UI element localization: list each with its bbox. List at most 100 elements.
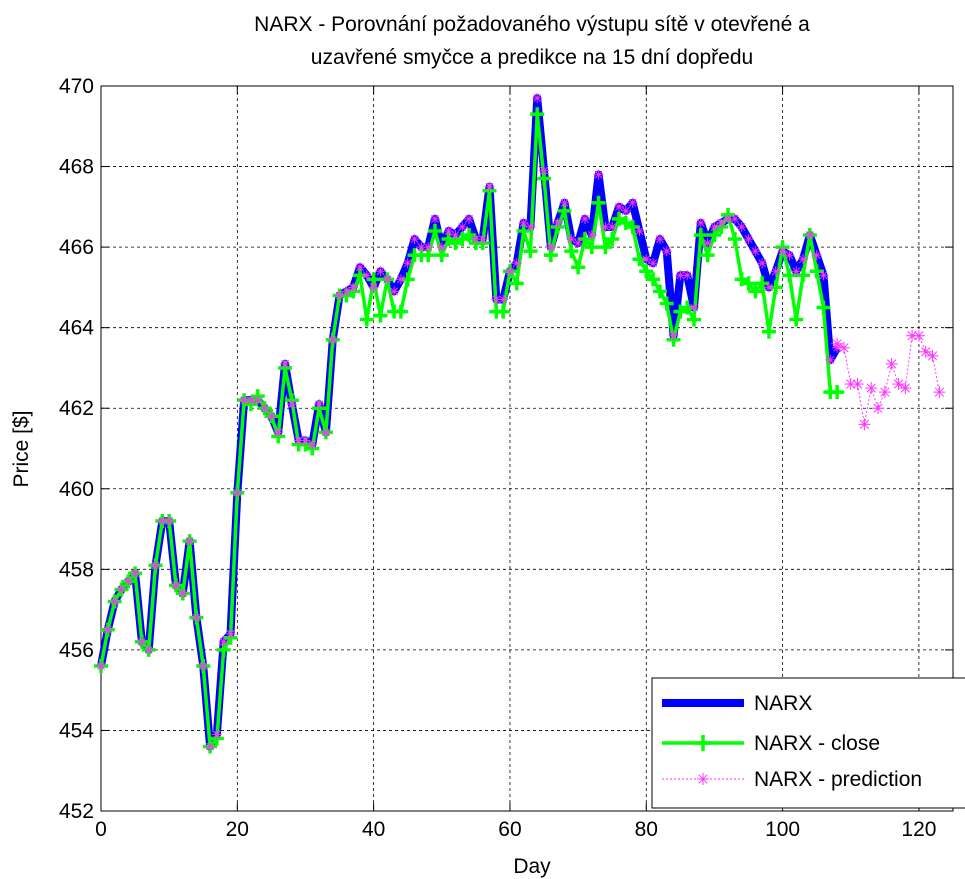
narx-fit-point-d2 xyxy=(178,589,187,598)
narx-fit-point xyxy=(293,435,304,446)
y-tick-label: 460 xyxy=(59,478,94,501)
narx-prediction-point xyxy=(831,337,844,350)
narx-fit-point xyxy=(777,246,788,257)
narx-fit-point-d2 xyxy=(165,517,174,525)
narx-close-point xyxy=(741,276,756,291)
narx-fit-point-d2 xyxy=(805,231,814,239)
narx-fit-point xyxy=(825,354,836,365)
narx-fit-point-d2 xyxy=(103,625,112,634)
narx-fit-point xyxy=(532,93,543,104)
narx-close-point xyxy=(605,232,620,247)
narx-fit-point-d2 xyxy=(567,235,576,244)
narx-fit-point-d2 xyxy=(396,275,405,284)
narx-fit-point xyxy=(252,395,263,406)
narx-prediction-point-d2 xyxy=(832,339,842,349)
narx-fit-point-d2 xyxy=(546,243,555,252)
narx-fit-point xyxy=(763,282,774,293)
narx-fit-point xyxy=(620,205,631,216)
narx-fit-point xyxy=(504,266,515,277)
narx-fit-point xyxy=(429,213,440,224)
narx-fit-point xyxy=(695,217,706,228)
narx-fit-point xyxy=(470,234,481,245)
narx-fit-point xyxy=(341,286,352,297)
narx-fit-point xyxy=(661,246,672,257)
narx-close-point xyxy=(393,304,408,319)
narx-fit-point-d2 xyxy=(281,359,289,368)
narx-prediction-point-d2 xyxy=(880,387,890,397)
narx-close-point xyxy=(598,240,613,255)
narx-fit-point xyxy=(314,399,325,410)
legend-label-narx: NARX xyxy=(754,692,812,715)
narx-fit-point xyxy=(736,221,747,232)
narx-fit-point xyxy=(300,435,311,446)
narx-close-point xyxy=(646,272,661,287)
narx-fit-point-d2 xyxy=(628,198,637,207)
narx-fit-point-d2 xyxy=(308,440,317,449)
narx-fit-point xyxy=(545,242,556,253)
narx-fit-point-d2 xyxy=(226,629,235,638)
narx-fit-point-d2 xyxy=(785,251,794,260)
narx-fit-point-d2 xyxy=(512,259,521,268)
narx-close-point xyxy=(523,244,538,259)
narx-fit-point xyxy=(627,197,638,208)
narx-fit-point-d2 xyxy=(131,569,140,578)
narx-fit-point-d2 xyxy=(730,214,739,223)
narx-fit-point xyxy=(818,270,829,281)
narx-fit-point xyxy=(102,624,113,635)
narx-fit-point-d2 xyxy=(580,214,589,223)
narx-fit-point xyxy=(648,258,659,269)
narx-prediction-point-d2 xyxy=(900,383,910,393)
narx-fit-point-d2 xyxy=(669,331,678,340)
narx-fit-point xyxy=(225,628,236,639)
narx-fit-point-d2 xyxy=(390,287,399,296)
x-tick-label: 40 xyxy=(362,818,385,841)
narx-fit-point-d2 xyxy=(540,166,548,175)
narx-fit-point xyxy=(382,274,393,285)
narx-fit-point xyxy=(641,254,652,265)
legend-marker-narx-prediction-d2 xyxy=(698,774,708,784)
x-tick-label: 60 xyxy=(498,818,521,841)
narx-fit-point-d2 xyxy=(649,259,658,268)
narx-fit-point xyxy=(682,270,693,281)
narx-fit-point-d2 xyxy=(192,613,201,622)
narx-fit-point-d2 xyxy=(690,303,698,312)
narx-prediction-point xyxy=(858,418,871,431)
narx-fit-point xyxy=(361,270,372,281)
narx-close-point xyxy=(727,232,742,247)
narx-fit-point xyxy=(518,217,529,228)
narx-prediction-point-d2 xyxy=(859,419,870,430)
narx-fit-point xyxy=(402,258,413,269)
narx-fit-point xyxy=(136,636,147,647)
narx-fit-point-d2 xyxy=(478,235,487,244)
narx-fit-point-d2 xyxy=(294,436,303,445)
narx-fit-point-d2 xyxy=(519,218,528,227)
narx-prediction-point-d2 xyxy=(907,331,917,341)
y-tick-label: 452 xyxy=(59,800,94,823)
narx-fit-point-d2 xyxy=(792,267,801,276)
narx-fit-point xyxy=(109,596,120,607)
legend: NARX NARX - close NARX - prediction xyxy=(651,677,965,809)
narx-fit-point-d2 xyxy=(97,662,105,670)
grid-layer xyxy=(101,86,953,811)
narx-fit-point-d2 xyxy=(799,255,808,264)
narx-prediction-point-d2 xyxy=(873,403,883,413)
narx-fit-point xyxy=(586,230,597,241)
narx-fit-point-d2 xyxy=(253,396,262,405)
narx-fit-point xyxy=(286,399,297,410)
narx-fit-point xyxy=(307,439,318,450)
narx-fit-point xyxy=(170,580,181,591)
narx-close-point xyxy=(659,296,674,311)
narx-fit-point-d2 xyxy=(356,263,364,272)
narx-close-point xyxy=(748,284,763,299)
narx-fit-point-d2 xyxy=(655,235,664,244)
narx-fit-point xyxy=(593,169,604,180)
narx-fit-point xyxy=(96,661,106,671)
narx-fit-point-d2 xyxy=(342,287,351,296)
narx-fit-point xyxy=(198,661,209,671)
x-tick-label: 20 xyxy=(226,818,249,841)
narx-fit-point xyxy=(191,612,202,623)
axes-layer: 0 20 40 60 80 100 120 452 454 456 458 460 462 464 466 4… xyxy=(59,75,954,841)
narx-prediction-point xyxy=(926,349,939,362)
narx-fit-point-d2 xyxy=(233,488,242,497)
narx-prediction-point-d2 xyxy=(852,379,863,389)
